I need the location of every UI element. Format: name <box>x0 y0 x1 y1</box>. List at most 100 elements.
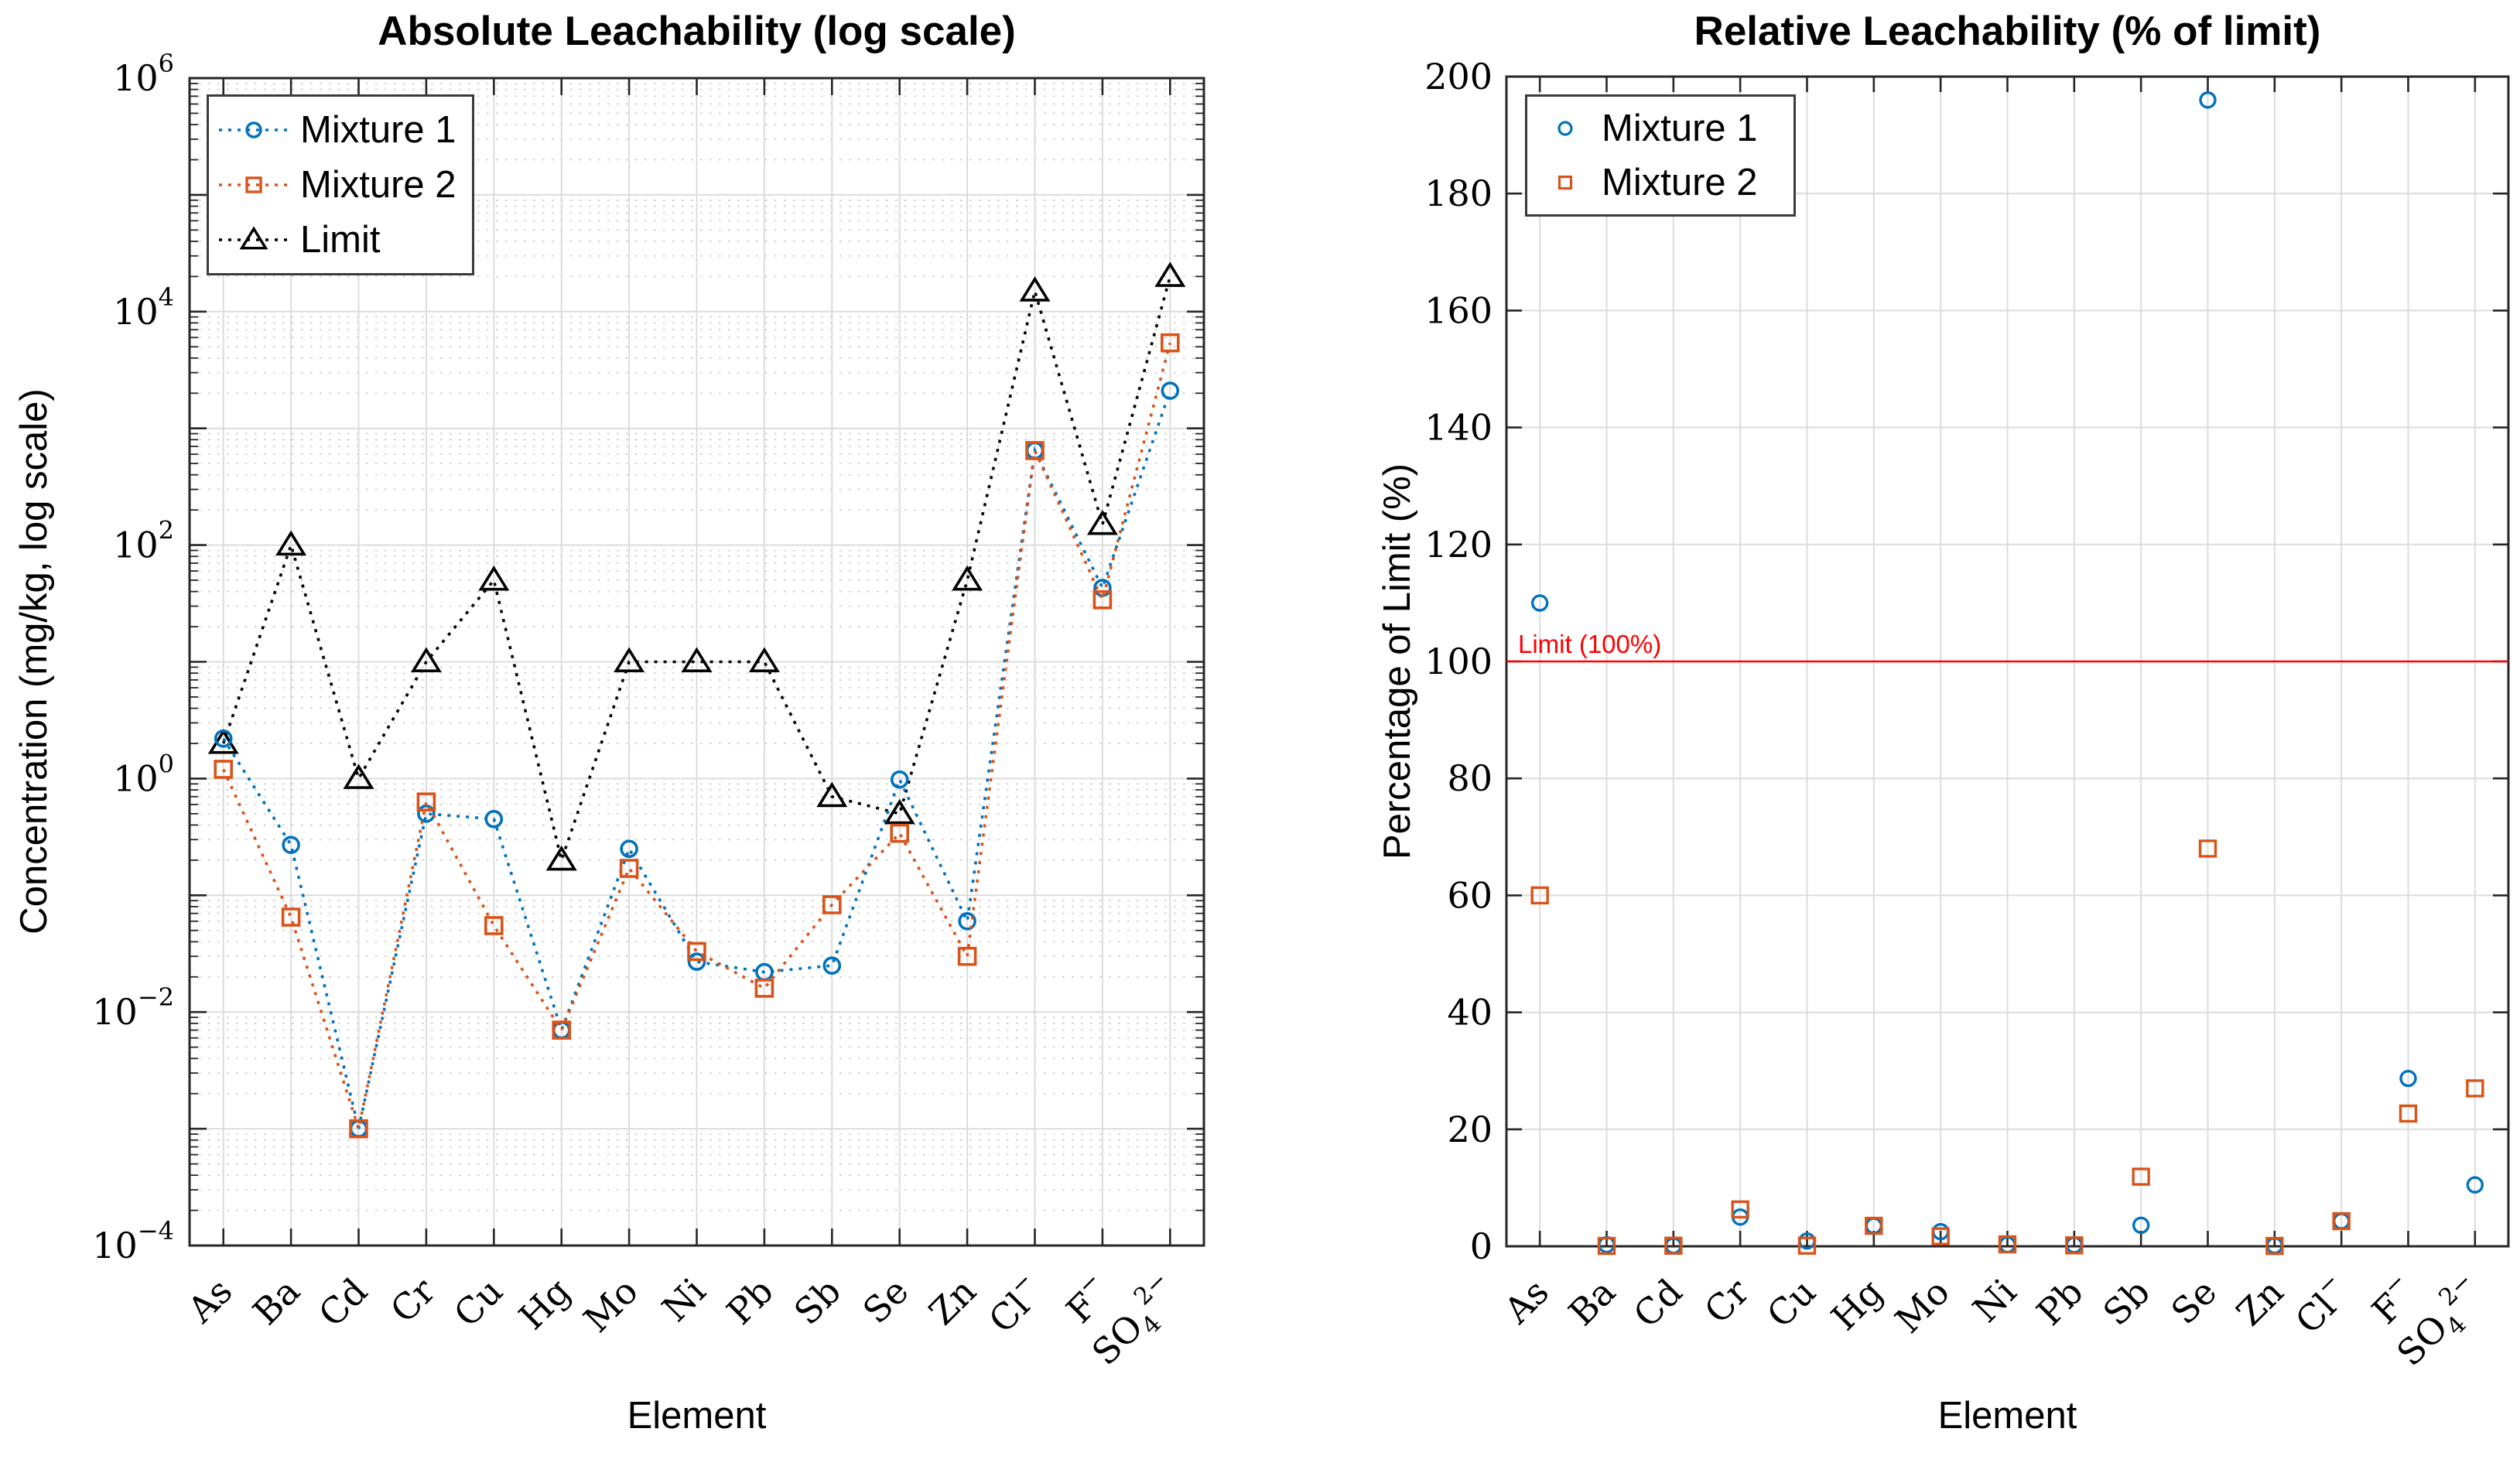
data-point-square <box>822 895 842 914</box>
data-point-square <box>1092 589 1113 610</box>
data-point-square <box>754 979 774 998</box>
x-tick-label: Ba <box>1561 1271 1623 1334</box>
absolute-chart-legend: Mixture 1 Mixture 2 Limit <box>207 94 474 275</box>
data-point-square <box>1597 1236 1616 1256</box>
y-tick-label: 104 <box>113 282 174 333</box>
legend-item-mixture1: Mixture 1 <box>1538 107 1793 150</box>
x-tick-label: Sb <box>2095 1271 2158 1334</box>
data-point-triangle <box>1154 261 1186 287</box>
data-point-triangle <box>545 845 577 871</box>
data-point-square <box>416 792 436 812</box>
data-point-circle <box>1161 381 1180 400</box>
data-point-square <box>2065 1236 2084 1255</box>
absolute-chart-title: Absolute Leachability (log scale) <box>378 9 1016 54</box>
legend-item-limit: Limit <box>217 218 472 261</box>
data-point-circle <box>1530 594 1549 612</box>
relative-chart-title: Relative Leachability (% of limit) <box>1694 9 2321 54</box>
data-point-square <box>1797 1236 1817 1255</box>
left-major-grid <box>190 78 1204 1246</box>
data-point-triangle <box>681 647 713 672</box>
legend-label-mixture1: Mixture 1 <box>300 109 456 151</box>
right-y-tick-labels: 0 20 40 60 80 100 120 140 160 180 200 <box>1424 56 1493 1267</box>
y-tick-label: 10−4 <box>92 1216 174 1266</box>
mixture1-circle-icon <box>1557 121 1573 136</box>
y-tick-label: 80 <box>1447 757 1493 799</box>
legend-item-mixture2: Mixture 2 <box>1538 161 1793 204</box>
y-tick-label: 20 <box>1447 1109 1493 1150</box>
data-point-square <box>281 907 301 927</box>
legend-marker <box>245 176 262 193</box>
data-point-circle <box>2399 1069 2417 1088</box>
legend-label-limit: Limit <box>300 219 381 261</box>
data-point-triangle <box>410 647 442 672</box>
data-point-square <box>1865 1216 1883 1235</box>
data-point-circle <box>214 729 233 748</box>
y-tick-label: 60 <box>1447 874 1493 916</box>
relative-y-axis-label: Percentage of Limit (%) <box>1376 463 1418 859</box>
data-point-square <box>2332 1211 2351 1231</box>
y-tick-label: 100 <box>1424 641 1493 682</box>
x-tick-label: Hg <box>1823 1271 1890 1338</box>
y-tick-label: 10−2 <box>92 982 174 1033</box>
data-point-triangle <box>275 530 307 556</box>
data-point-square <box>2198 839 2217 858</box>
data-point-circle <box>2466 1176 2484 1194</box>
legend-label-mixture2: Mixture 2 <box>1602 161 1758 203</box>
y-tick-label: 102 <box>113 516 174 566</box>
x-tick-label: Cd <box>1626 1271 1691 1336</box>
data-point-square <box>890 823 909 843</box>
y-tick-label: 160 <box>1424 289 1493 331</box>
legend-label-mixture2: Mixture 2 <box>300 164 456 206</box>
x-tick-label: As <box>1496 1271 1557 1332</box>
mixture2-square-icon <box>1557 175 1573 190</box>
data-point-triangle <box>884 798 915 825</box>
x-tick-label: Se <box>2163 1271 2225 1333</box>
data-point-square <box>957 946 977 966</box>
data-point-square <box>1530 886 1549 905</box>
x-tick-label: Cl− <box>2283 1267 2358 1342</box>
data-point-circle <box>958 911 976 931</box>
data-point-circle <box>890 770 909 789</box>
data-point-triangle <box>614 647 645 672</box>
data-point-triangle <box>1086 509 1118 535</box>
data-point-square <box>1025 441 1045 460</box>
legend-label-mixture1: Mixture 1 <box>1602 108 1758 150</box>
x-tick-label: Ni <box>1964 1271 2024 1331</box>
data-point-square <box>484 916 504 935</box>
x-tick-label: Cu <box>1759 1271 1824 1336</box>
mixture2-dotted-square-icon <box>219 176 289 193</box>
data-point-circle <box>2132 1216 2150 1234</box>
limit-line-label: Limit (100%) <box>1518 630 1662 658</box>
data-point-triangle <box>478 565 510 591</box>
y-tick-label: 180 <box>1424 173 1493 214</box>
mixture1-dotted-circle-icon <box>219 121 289 138</box>
data-point-square <box>687 941 706 962</box>
data-point-triangle <box>1019 276 1051 302</box>
left-axes-frame <box>188 77 1205 1247</box>
x-tick-label: Mo <box>1887 1271 1958 1341</box>
legend-item-mixture1: Mixture 1 <box>217 108 472 152</box>
y-tick-label: 106 <box>113 49 174 99</box>
data-point-circle <box>2199 91 2217 109</box>
data-point-circle <box>484 809 504 829</box>
legend-item-mixture2: Mixture 2 <box>217 163 472 207</box>
y-tick-label: 120 <box>1424 524 1493 566</box>
data-point-square <box>1161 333 1180 353</box>
absolute-y-axis-label: Concentration (mg/kg, log scale) <box>13 388 55 935</box>
relative-x-axis-label: Element <box>1937 1395 2077 1437</box>
relative-chart-legend: Mixture 1 Mixture 2 <box>1525 94 1796 217</box>
left-y-tick-labels: 106 104 102 100 10−2 10−4 <box>92 49 174 1266</box>
data-point-square <box>1731 1200 1749 1219</box>
data-point-square <box>1931 1227 1950 1246</box>
data-point-triangle <box>343 764 374 789</box>
data-point-triangle <box>952 565 983 591</box>
legend-marker <box>1557 175 1573 190</box>
legend-marker <box>245 121 262 138</box>
data-point-square <box>2265 1236 2284 1256</box>
y-tick-label: 140 <box>1424 407 1493 449</box>
data-point-square <box>2132 1167 2150 1186</box>
